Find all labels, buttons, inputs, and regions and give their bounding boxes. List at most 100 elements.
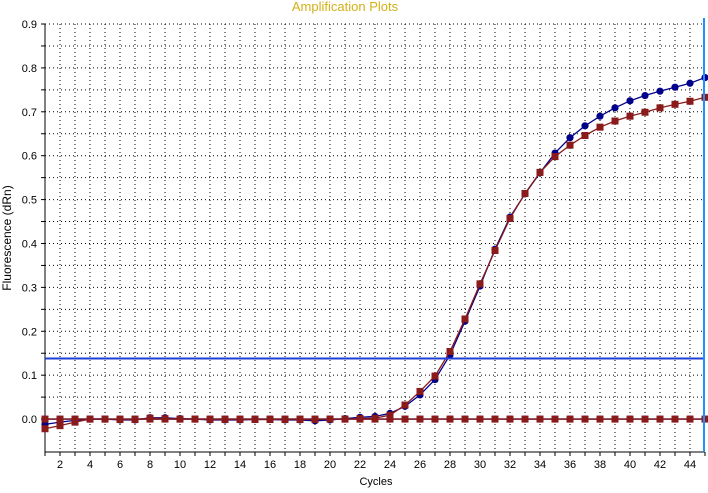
y-tick-label: 0.6: [22, 151, 37, 163]
data-point: [657, 416, 664, 423]
data-point: [596, 113, 603, 120]
data-point: [552, 153, 559, 160]
data-point: [687, 98, 694, 105]
x-tick-label: 4: [87, 459, 93, 471]
data-point: [327, 416, 334, 423]
data-point: [132, 416, 139, 423]
data-point: [402, 416, 409, 423]
data-point: [626, 97, 633, 104]
data-point: [462, 416, 469, 423]
x-tick-label: 22: [354, 459, 366, 471]
data-point: [417, 416, 424, 423]
data-point: [297, 416, 304, 423]
data-point: [162, 416, 169, 423]
y-tick-label: 0.3: [22, 282, 37, 294]
x-tick-label: 2: [57, 459, 63, 471]
data-point: [686, 80, 693, 87]
data-point: [627, 113, 634, 120]
data-point: [672, 416, 679, 423]
data-point: [237, 416, 244, 423]
data-point: [432, 416, 439, 423]
data-point: [417, 388, 424, 395]
data-point: [522, 416, 529, 423]
data-point: [477, 280, 484, 287]
data-point: [432, 373, 439, 380]
data-point: [72, 416, 79, 423]
data-point: [42, 425, 49, 432]
data-point: [537, 416, 544, 423]
data-point: [312, 416, 319, 423]
data-point: [612, 416, 619, 423]
data-point: [177, 416, 184, 423]
data-point: [671, 84, 678, 91]
data-point: [342, 416, 349, 423]
data-point: [581, 122, 588, 129]
series-line: [45, 97, 705, 428]
data-point: [537, 169, 544, 176]
x-tick-label: 34: [534, 459, 546, 471]
y-tick-label: 0.2: [22, 326, 37, 338]
x-tick-label: 30: [474, 459, 486, 471]
data-point: [42, 416, 49, 423]
data-point: [462, 315, 469, 322]
data-point: [147, 416, 154, 423]
data-point: [207, 416, 214, 423]
x-tick-label: 42: [654, 459, 666, 471]
x-tick-label: 16: [264, 459, 276, 471]
series-4: [42, 416, 708, 423]
data-point: [507, 215, 514, 222]
grid: [45, 24, 705, 452]
data-point: [267, 416, 274, 423]
data-point: [552, 416, 559, 423]
x-tick-label: 12: [204, 459, 216, 471]
data-point: [597, 124, 604, 131]
data-point: [582, 416, 589, 423]
y-tick-label: 0.5: [22, 195, 37, 207]
data-point: [642, 416, 649, 423]
y-tick-label: 0.7: [22, 107, 37, 119]
data-point: [641, 92, 648, 99]
x-tick-label: 20: [324, 459, 336, 471]
x-tick-label: 6: [117, 459, 123, 471]
data-point: [282, 416, 289, 423]
data-point: [492, 247, 499, 254]
data-point: [117, 416, 124, 423]
data-point: [672, 101, 679, 108]
data-point: [657, 104, 664, 111]
chart-title: Amplification Plots: [292, 0, 399, 14]
x-tick-label: 18: [294, 459, 306, 471]
x-tick-label: 28: [444, 459, 456, 471]
data-point: [582, 132, 589, 139]
data-point: [357, 416, 364, 423]
data-point: [507, 416, 514, 423]
data-point: [522, 190, 529, 197]
data-point: [192, 416, 199, 423]
data-point: [252, 416, 259, 423]
data-point: [87, 416, 94, 423]
data-point: [402, 402, 409, 409]
data-point: [567, 416, 574, 423]
data-point: [567, 142, 574, 149]
y-tick-label: 0.1: [22, 370, 37, 382]
series-group: [41, 74, 708, 432]
x-tick-label: 36: [564, 459, 576, 471]
data-point: [687, 416, 694, 423]
data-point: [222, 416, 229, 423]
y-axis-label: Fluorescence (dRn): [0, 185, 14, 290]
data-point: [492, 416, 499, 423]
x-tick-label: 24: [384, 459, 396, 471]
y-tick-label: 0.8: [22, 63, 37, 75]
data-point: [57, 422, 64, 429]
x-tick-label: 26: [414, 459, 426, 471]
data-point: [627, 416, 634, 423]
data-point: [642, 109, 649, 116]
x-tick-label: 38: [594, 459, 606, 471]
data-point: [447, 348, 454, 355]
data-point: [597, 416, 604, 423]
data-point: [387, 416, 394, 423]
data-point: [447, 416, 454, 423]
y-tick-label: 0.0: [22, 414, 37, 426]
